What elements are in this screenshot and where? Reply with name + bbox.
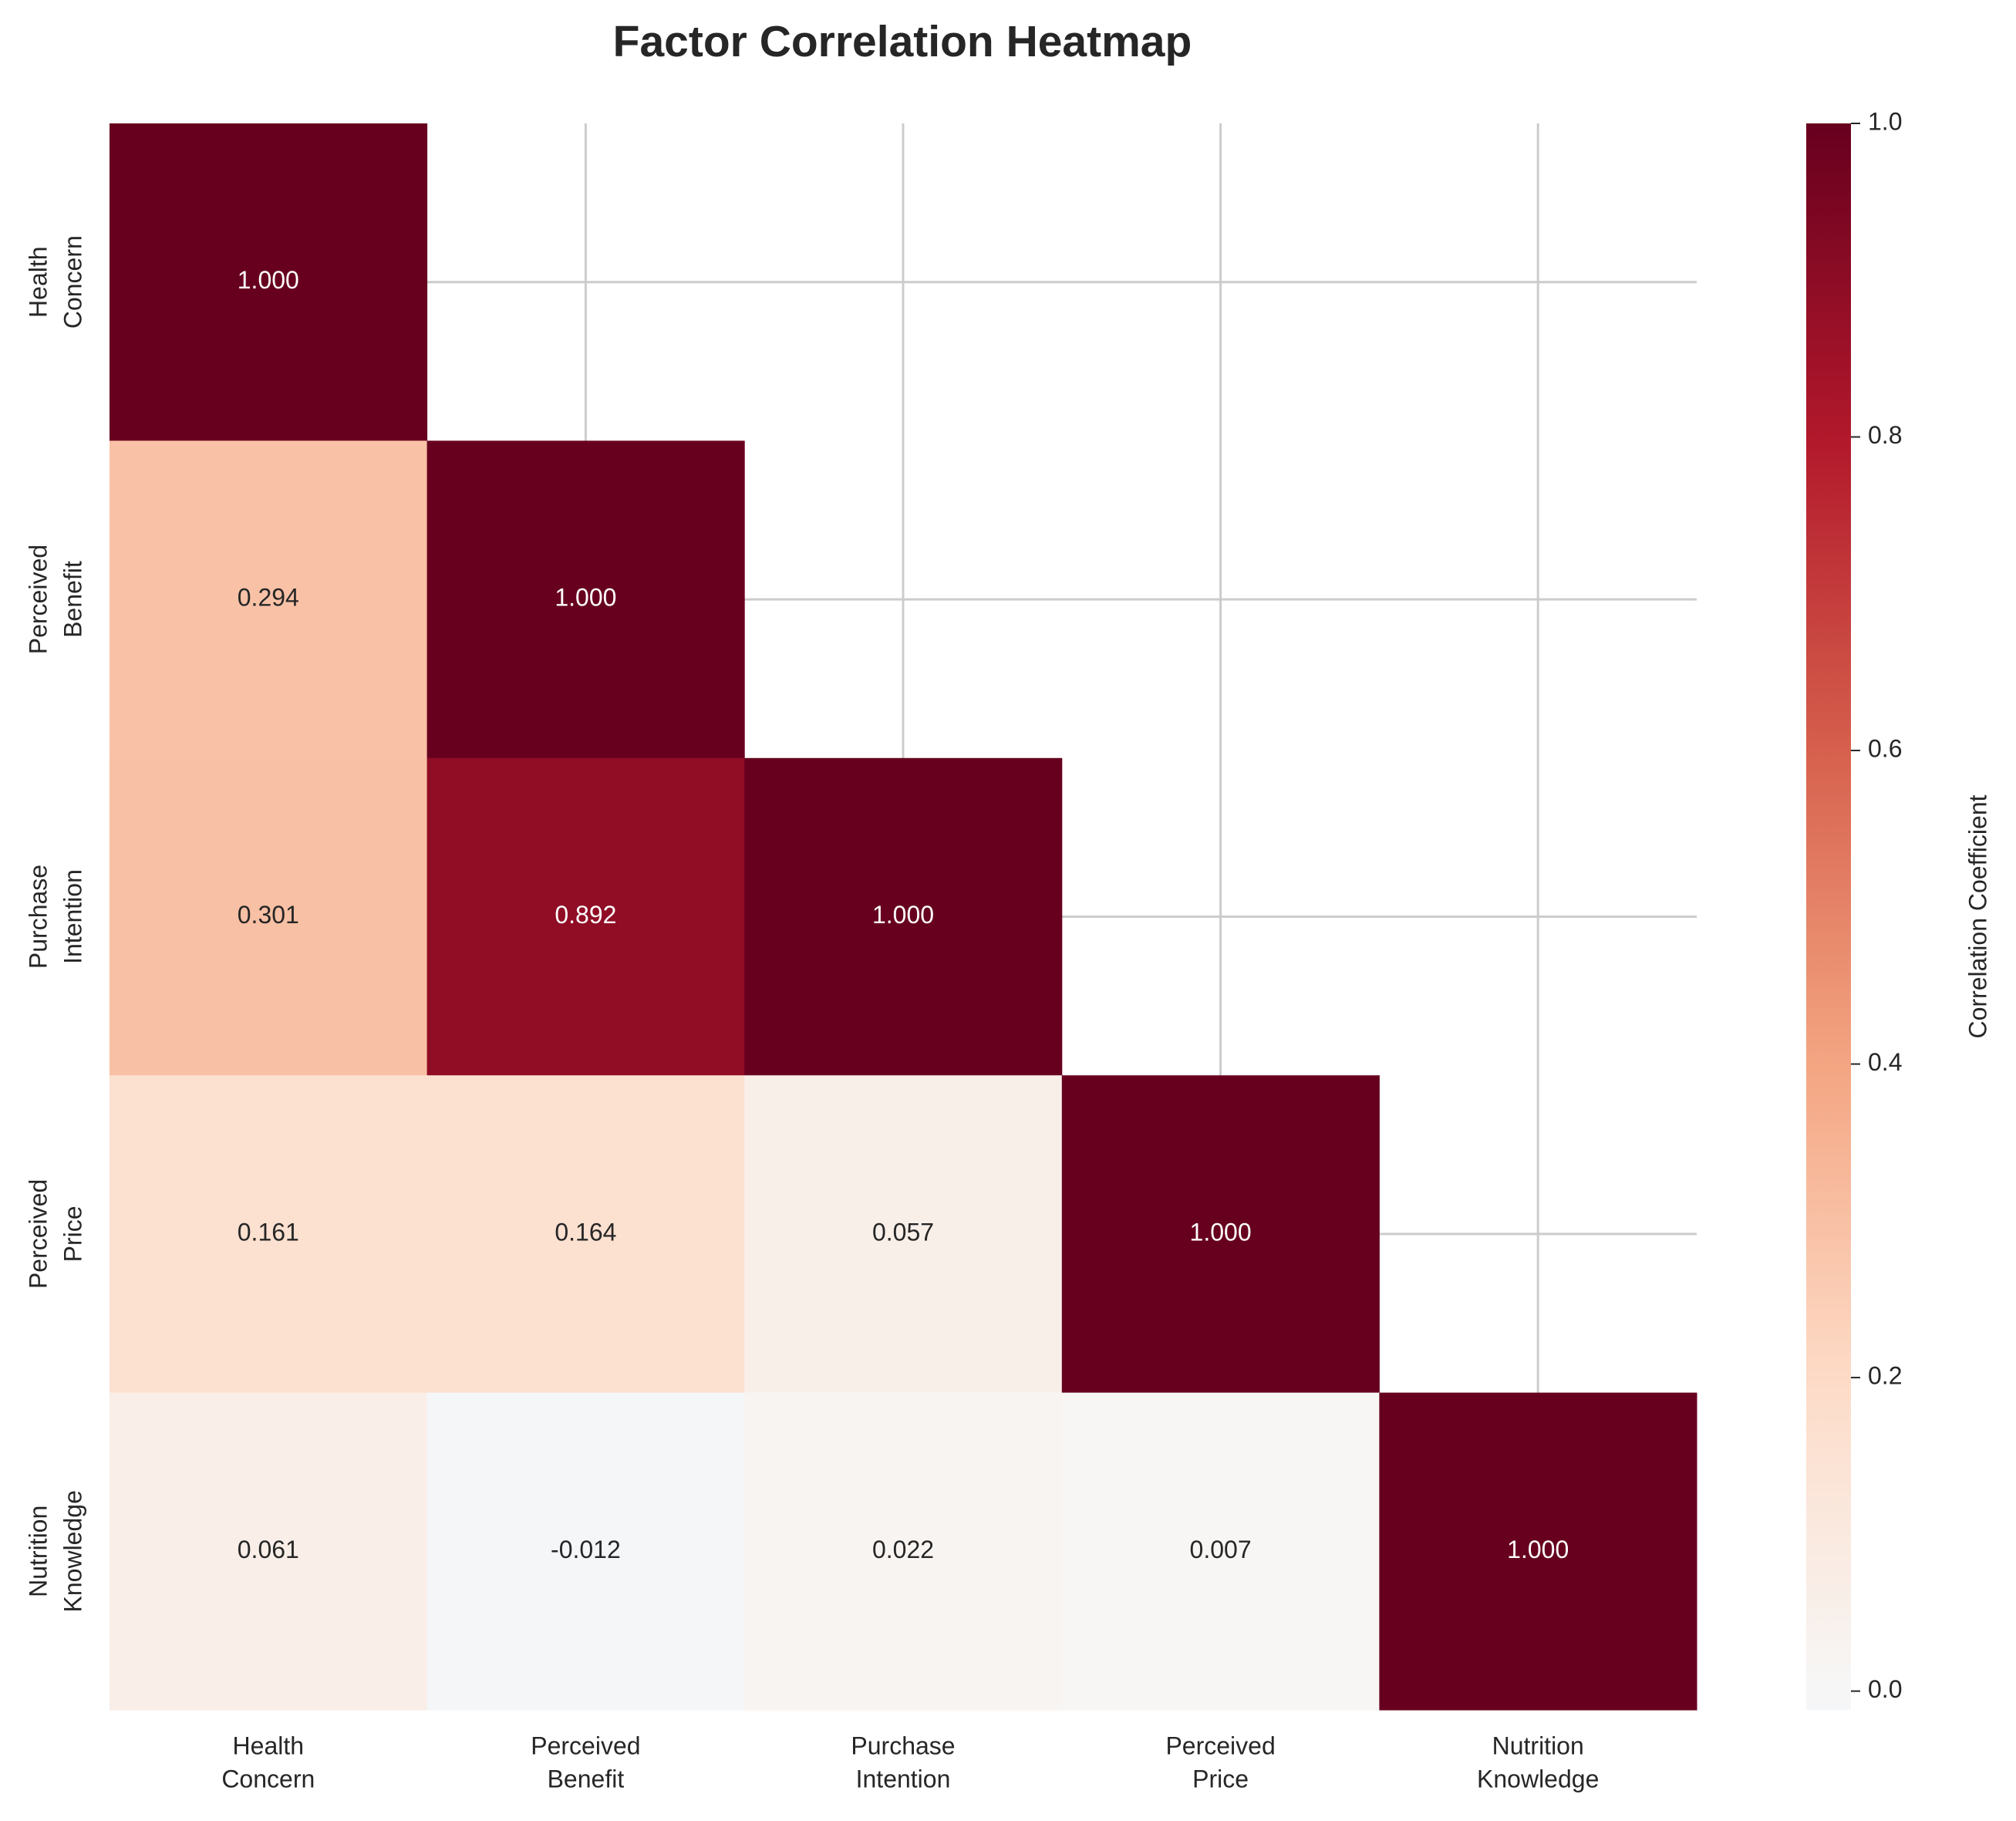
heatmap-cell bbox=[110, 440, 428, 759]
cell-label: -0.012 bbox=[551, 1536, 621, 1563]
colorbar-tick-label: 0.8 bbox=[1868, 421, 1902, 449]
chart-title: Factor Correlation Heatmap bbox=[613, 17, 1192, 66]
cell-label: 1.000 bbox=[555, 584, 616, 612]
colorbar-tick-label: 1.0 bbox=[1868, 107, 1902, 135]
colorbar-tick-label: 0.2 bbox=[1868, 1362, 1902, 1390]
x-tick-label: Perceived Benefit bbox=[531, 1732, 640, 1793]
y-tick-label: Purchase Intention bbox=[25, 865, 87, 969]
colorbar-tick-label: 0.0 bbox=[1868, 1675, 1902, 1703]
cell-label: 1.000 bbox=[1507, 1536, 1569, 1563]
y-tick-label: Perceived Price bbox=[25, 1179, 87, 1289]
cell-label: 0.164 bbox=[555, 1218, 616, 1246]
heatmap-cell bbox=[426, 1075, 745, 1394]
cell-label: 0.007 bbox=[1190, 1536, 1252, 1563]
cell-label: 0.892 bbox=[555, 901, 616, 929]
heatmap-cell bbox=[426, 1392, 745, 1711]
heatmap-cell bbox=[744, 757, 1063, 1076]
cell-label: 0.061 bbox=[238, 1536, 299, 1563]
cell-label: 1.000 bbox=[1190, 1218, 1252, 1246]
heatmap-cell bbox=[110, 123, 428, 441]
x-tick-label: Nutrition Knowledge bbox=[1477, 1732, 1599, 1793]
colorbar-tick-label: 0.6 bbox=[1868, 734, 1902, 762]
heatmap-cell bbox=[744, 1075, 1063, 1394]
heatmap-cell bbox=[110, 1392, 428, 1711]
cell-label: 1.000 bbox=[872, 901, 934, 929]
y-tick-label: Health Concern bbox=[25, 235, 87, 329]
cell-label: 0.022 bbox=[872, 1536, 934, 1563]
x-tick-label: Perceived Price bbox=[1165, 1732, 1275, 1793]
cell-label: 0.161 bbox=[238, 1218, 299, 1246]
heatmap-cell bbox=[110, 757, 428, 1076]
cell-label: 1.000 bbox=[238, 266, 299, 294]
colorbar-label: Correlation Coefficient bbox=[1964, 794, 1991, 1038]
heatmap-cell bbox=[1061, 1075, 1380, 1394]
cell-label: 0.057 bbox=[872, 1218, 934, 1246]
x-tick-label: Purchase Intention bbox=[851, 1732, 955, 1793]
heatmap-cell bbox=[426, 757, 745, 1076]
cell-label: 0.294 bbox=[238, 584, 299, 612]
heatmap-cell bbox=[110, 1075, 428, 1394]
heatmap-cell bbox=[426, 440, 745, 759]
y-tick-label: Perceived Benefit bbox=[25, 545, 87, 654]
x-tick-label: Health Concern bbox=[221, 1732, 315, 1793]
y-tick-label: Nutrition Knowledge bbox=[25, 1490, 87, 1612]
heatmap-cell bbox=[1379, 1392, 1697, 1711]
colorbar bbox=[1806, 123, 1851, 1710]
colorbar-tick-label: 0.4 bbox=[1868, 1048, 1902, 1076]
heatmap-cell bbox=[744, 1392, 1063, 1711]
heatmap-cell bbox=[1061, 1392, 1380, 1711]
cell-label: 0.301 bbox=[238, 901, 299, 929]
